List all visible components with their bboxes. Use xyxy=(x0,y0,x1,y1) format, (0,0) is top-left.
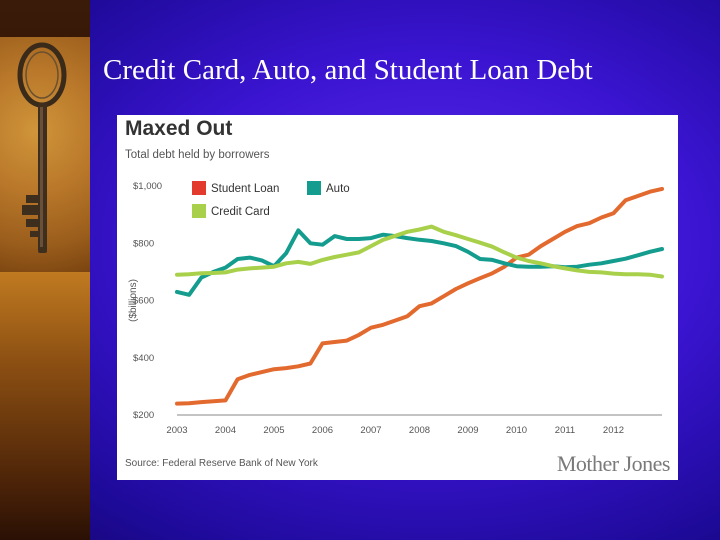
chart-subtitle: Total debt held by borrowers xyxy=(125,149,270,161)
key-image xyxy=(0,37,90,272)
y-tick-label: $400 xyxy=(133,353,154,364)
chart-source: Source: Federal Reserve Bank of New York xyxy=(125,458,318,469)
x-tick-label: 2012 xyxy=(603,425,624,436)
x-tick-label: 2009 xyxy=(457,425,478,436)
slide-title: Credit Card, Auto, and Student Loan Debt xyxy=(103,54,593,86)
y-axis-label: ($billions) xyxy=(128,279,139,322)
legend-label-credit: Credit Card xyxy=(211,206,270,218)
x-tick-label: 2007 xyxy=(360,425,381,436)
legend-label-auto: Auto xyxy=(326,183,350,195)
legend-swatch-credit xyxy=(192,204,206,218)
legend-label-student: Student Loan xyxy=(211,183,279,195)
x-tick-label: 2006 xyxy=(312,425,333,436)
legend-swatch-auto xyxy=(307,181,321,195)
x-tick-label: 2008 xyxy=(409,425,430,436)
x-tick-label: 2005 xyxy=(263,425,284,436)
x-tick-label: 2003 xyxy=(166,425,187,436)
brand-logo: Mother Jones xyxy=(556,451,671,476)
series-line-auto xyxy=(175,228,664,297)
y-tick-label: $1,000 xyxy=(133,181,162,192)
y-tick-label: $800 xyxy=(133,238,154,249)
legend-swatch-student xyxy=(192,181,206,195)
y-tick-label: $600 xyxy=(133,296,154,307)
x-tick-label: 2004 xyxy=(215,425,236,436)
chart-title: Maxed Out xyxy=(125,117,233,140)
key-icon xyxy=(17,42,67,253)
series-line-credit xyxy=(175,224,664,279)
y-tick-label: $200 xyxy=(133,410,154,421)
decorative-band xyxy=(0,272,90,540)
series-line-student xyxy=(175,186,664,406)
line-chart: $200 $400 $600 $800 $1,000 ($billions) 2003 200… xyxy=(128,181,664,436)
x-tick-label: 2010 xyxy=(506,425,527,436)
x-tick-label: 2011 xyxy=(555,425,575,436)
chart-card: Maxed Out Total debt held by borrowers $… xyxy=(117,115,678,480)
